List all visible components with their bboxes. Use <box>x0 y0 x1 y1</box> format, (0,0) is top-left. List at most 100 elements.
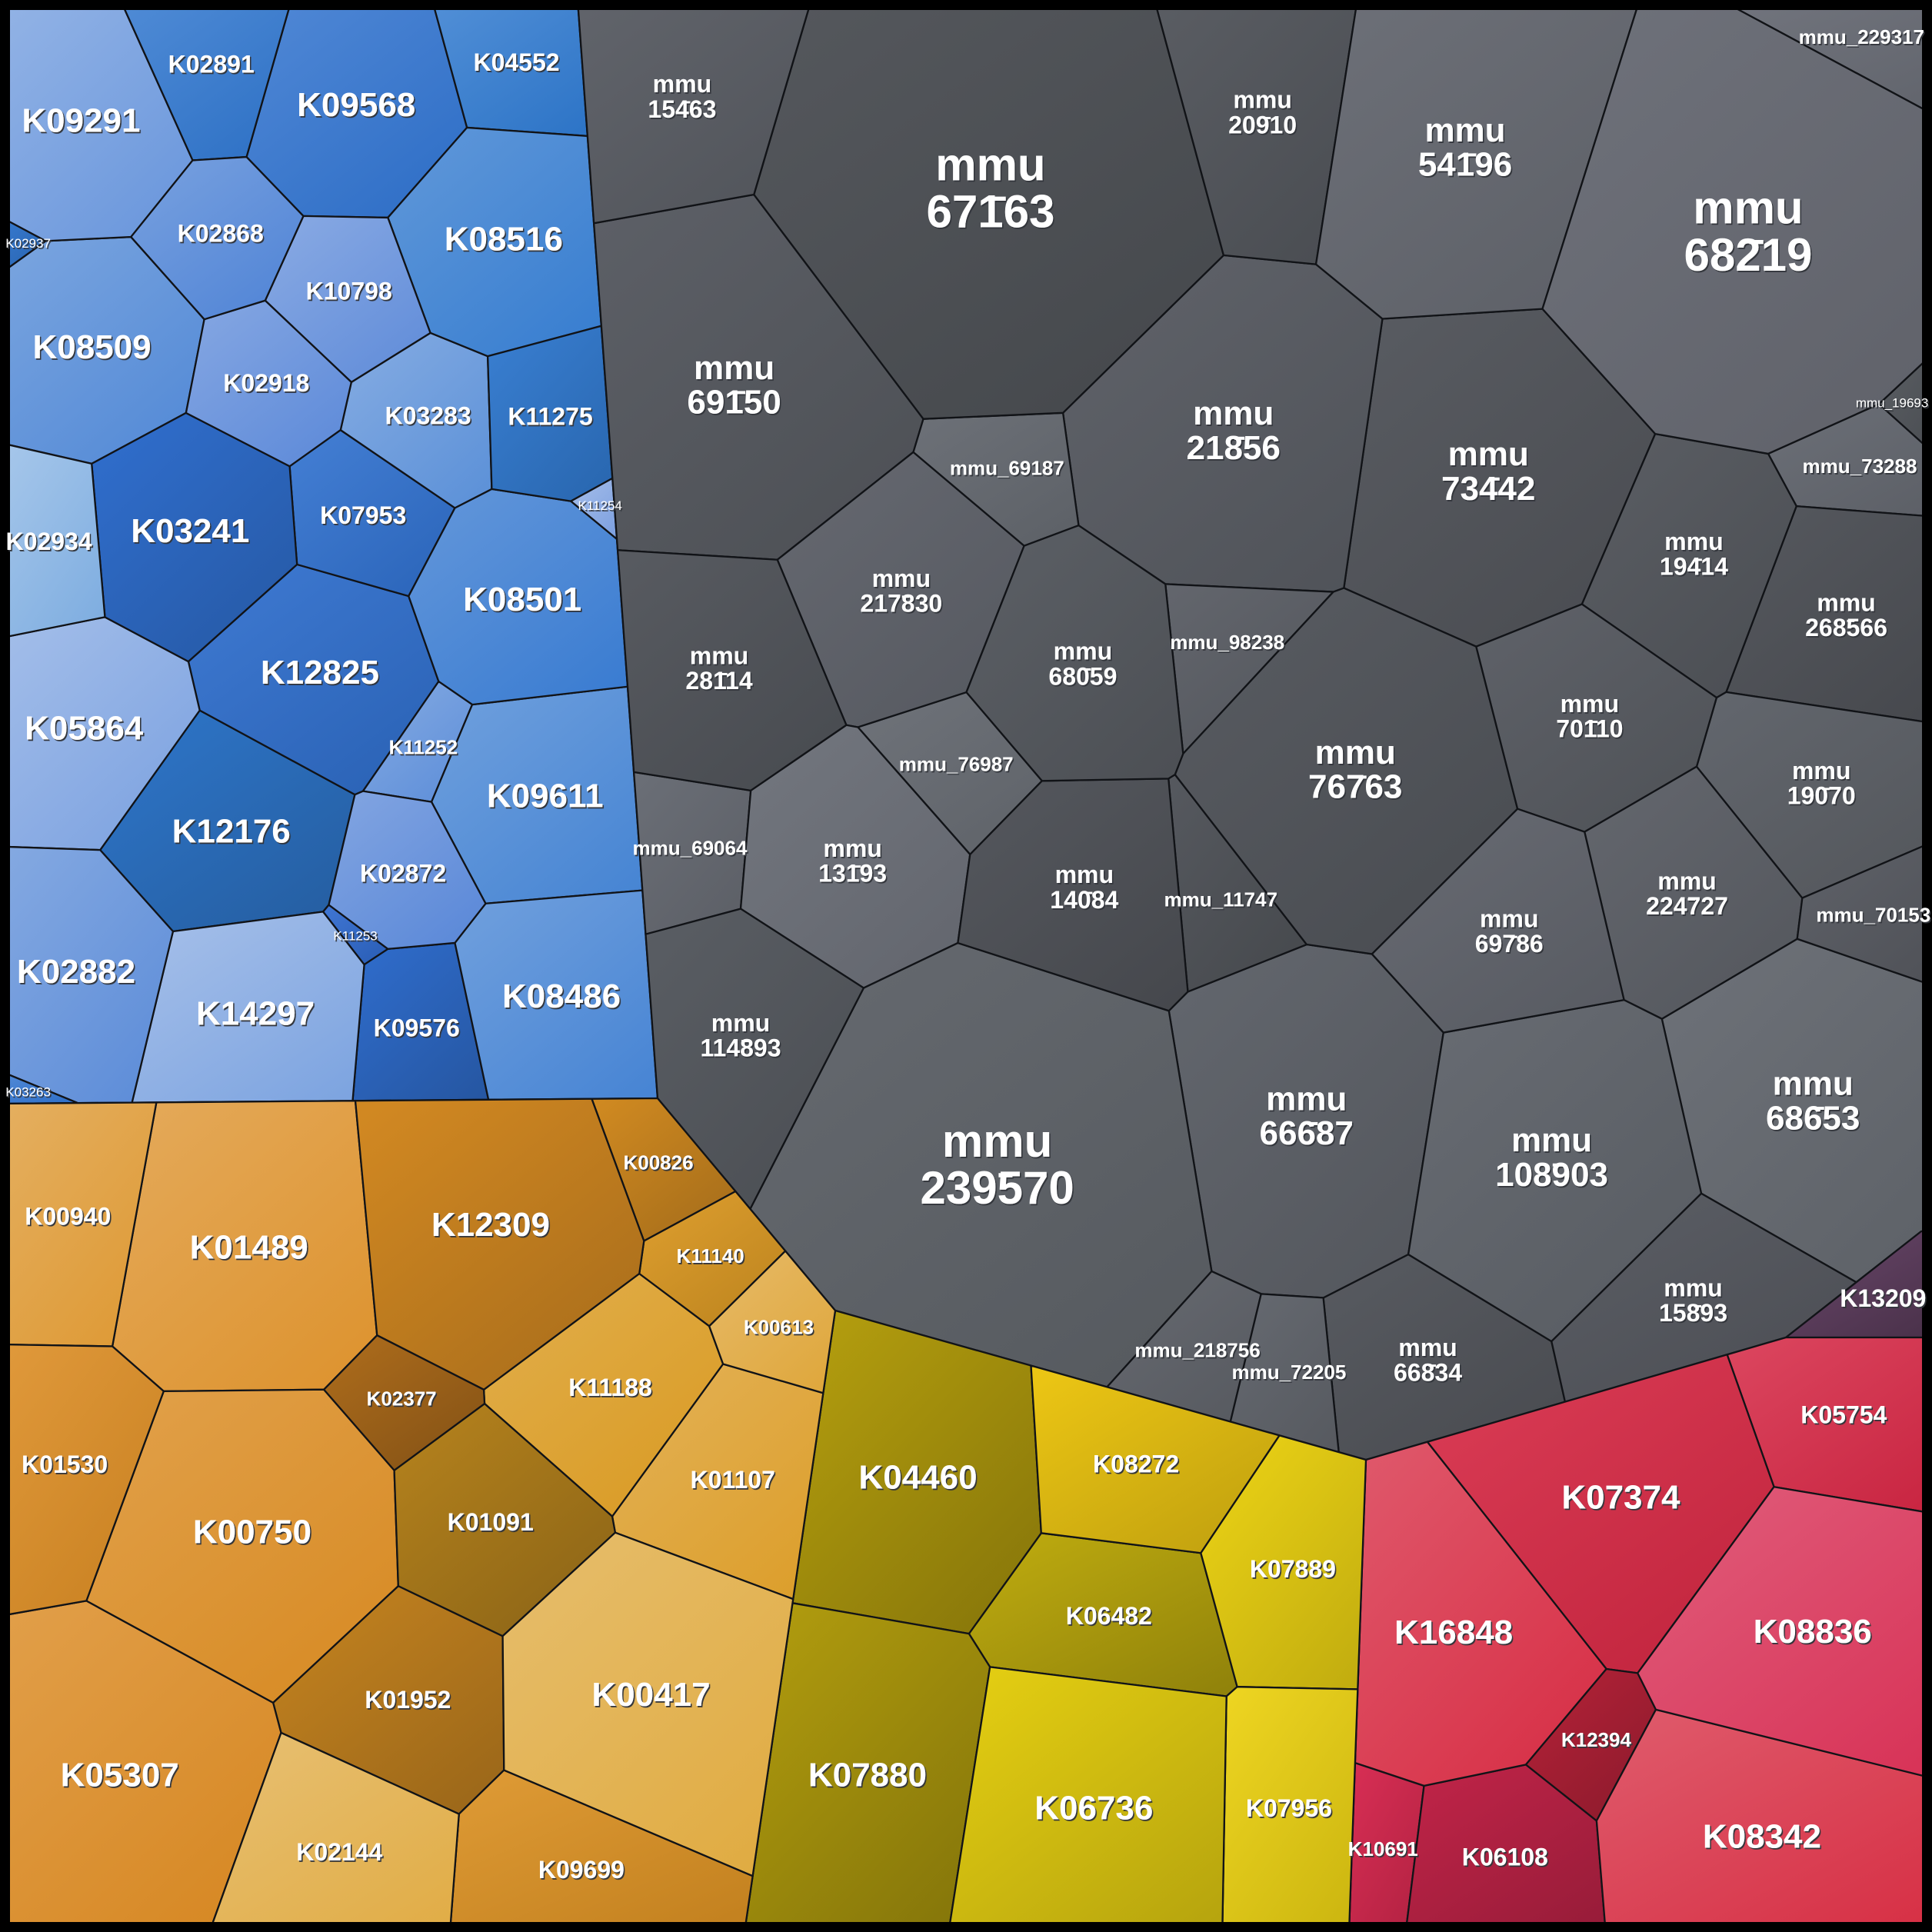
svg-text:K02937: K02937 <box>5 236 51 251</box>
svg-text:K08501: K08501 <box>463 581 581 618</box>
svg-text:K12176: K12176 <box>172 813 291 851</box>
svg-text:mmu_98238: mmu_98238 <box>1170 631 1284 654</box>
svg-text:70110: 70110 <box>1556 715 1623 743</box>
svg-text:mmu: mmu <box>1817 589 1875 617</box>
svg-text:K01107: K01107 <box>691 1466 775 1494</box>
svg-text:54196: 54196 <box>1418 146 1512 184</box>
svg-text:K05307: K05307 <box>61 1757 179 1794</box>
svg-text:K11275: K11275 <box>508 402 592 430</box>
svg-text:15893: 15893 <box>1659 1299 1727 1327</box>
svg-text:mmu_76987: mmu_76987 <box>899 752 1014 775</box>
svg-text:73442: 73442 <box>1441 470 1535 508</box>
svg-text:K12394: K12394 <box>1561 1728 1632 1751</box>
svg-text:mmu: mmu <box>1315 734 1396 771</box>
svg-text:mmu: mmu <box>1055 861 1114 888</box>
svg-text:mmu: mmu <box>653 70 711 98</box>
svg-text:19414: 19414 <box>1660 553 1728 581</box>
svg-text:108903: 108903 <box>1495 1156 1608 1194</box>
svg-text:K11140: K11140 <box>676 1244 744 1267</box>
svg-text:K03263: K03263 <box>5 1085 51 1100</box>
svg-text:K08516: K08516 <box>445 220 563 258</box>
svg-text:K11253: K11253 <box>333 929 377 944</box>
svg-text:mmu: mmu <box>942 1115 1052 1167</box>
svg-text:K00750: K00750 <box>193 1514 311 1551</box>
svg-text:K10691: K10691 <box>1348 1837 1418 1860</box>
svg-text:K02377: K02377 <box>367 1387 437 1411</box>
svg-text:mmu: mmu <box>1792 757 1850 784</box>
svg-text:15463: 15463 <box>648 95 716 123</box>
svg-text:mmu: mmu <box>1693 182 1803 234</box>
svg-text:239570: 239570 <box>920 1162 1074 1214</box>
svg-text:mmu: mmu <box>690 642 748 670</box>
svg-text:K10798: K10798 <box>306 277 392 305</box>
svg-text:K12309: K12309 <box>431 1206 550 1244</box>
svg-text:76763: 76763 <box>1308 768 1402 806</box>
svg-text:K07953: K07953 <box>320 501 406 529</box>
svg-text:K12825: K12825 <box>261 654 379 691</box>
svg-text:K00613: K00613 <box>744 1315 814 1338</box>
svg-text:mmu: mmu <box>1424 112 1505 149</box>
svg-text:K03241: K03241 <box>131 512 249 550</box>
svg-text:mmu: mmu <box>1664 528 1723 555</box>
svg-text:mmu: mmu <box>1773 1064 1854 1102</box>
svg-text:K09611: K09611 <box>487 777 604 814</box>
svg-text:K09568: K09568 <box>297 86 415 124</box>
svg-text:K08509: K08509 <box>33 328 152 366</box>
svg-text:217830: 217830 <box>860 590 942 618</box>
svg-text:K06482: K06482 <box>1066 1602 1152 1630</box>
svg-text:K16848: K16848 <box>1394 1614 1513 1651</box>
svg-text:K02918: K02918 <box>223 369 309 397</box>
svg-text:K09576: K09576 <box>374 1014 460 1042</box>
svg-text:K05864: K05864 <box>25 710 144 748</box>
svg-text:K07880: K07880 <box>808 1757 927 1794</box>
svg-text:K05754: K05754 <box>1800 1401 1887 1429</box>
svg-text:mmu_70153: mmu_70153 <box>1816 904 1930 927</box>
svg-text:mmu: mmu <box>1561 690 1619 718</box>
svg-text:mmu: mmu <box>1480 904 1538 932</box>
svg-text:mmu: mmu <box>1193 395 1274 432</box>
svg-text:13193: 13193 <box>818 860 887 888</box>
svg-text:K01952: K01952 <box>365 1686 451 1714</box>
svg-text:K02882: K02882 <box>17 953 135 991</box>
svg-text:69786: 69786 <box>1475 930 1544 958</box>
svg-text:mmu: mmu <box>823 834 881 862</box>
svg-text:mmu: mmu <box>1266 1080 1347 1118</box>
svg-text:mmu: mmu <box>694 349 774 387</box>
svg-text:K09699: K09699 <box>538 1856 625 1884</box>
svg-text:66834: 66834 <box>1394 1358 1462 1386</box>
svg-text:mmu_11747: mmu_11747 <box>1164 888 1277 911</box>
svg-text:66687: 66687 <box>1260 1114 1354 1152</box>
svg-text:K06108: K06108 <box>1462 1844 1548 1871</box>
svg-text:K08272: K08272 <box>1093 1451 1179 1478</box>
svg-text:68219: 68219 <box>1684 229 1812 281</box>
svg-text:K02872: K02872 <box>360 860 446 888</box>
svg-text:K08836: K08836 <box>1754 1613 1872 1651</box>
svg-text:mmu_73288: mmu_73288 <box>1803 455 1917 478</box>
svg-text:mmu: mmu <box>1664 1274 1722 1302</box>
svg-text:19070: 19070 <box>1787 782 1856 810</box>
svg-text:K09291: K09291 <box>22 102 140 140</box>
svg-text:268566: 268566 <box>1805 614 1887 641</box>
svg-text:K03283: K03283 <box>385 402 471 430</box>
svg-text:mmu: mmu <box>1511 1121 1592 1159</box>
svg-text:mmu_69064: mmu_69064 <box>633 837 748 860</box>
svg-text:K02934: K02934 <box>6 528 92 555</box>
svg-text:K11188: K11188 <box>568 1374 652 1401</box>
svg-text:21856: 21856 <box>1187 429 1281 467</box>
svg-text:K01091: K01091 <box>448 1508 534 1536</box>
svg-text:69150: 69150 <box>687 384 781 421</box>
svg-text:mmu_218756: mmu_218756 <box>1134 1338 1260 1361</box>
svg-text:K11252: K11252 <box>388 736 458 759</box>
svg-text:K07374: K07374 <box>1561 1478 1681 1516</box>
svg-text:mmu_72205: mmu_72205 <box>1231 1361 1346 1384</box>
svg-text:mmu_69187: mmu_69187 <box>950 456 1064 479</box>
svg-text:mmu: mmu <box>1054 638 1112 665</box>
svg-text:mmu: mmu <box>1657 868 1716 895</box>
svg-text:28114: 28114 <box>685 667 752 695</box>
svg-text:K01489: K01489 <box>190 1228 308 1266</box>
svg-text:K02144: K02144 <box>296 1838 382 1866</box>
svg-text:K08342: K08342 <box>1703 1817 1821 1855</box>
svg-text:67163: 67163 <box>926 186 1054 238</box>
svg-text:K08486: K08486 <box>502 978 621 1015</box>
svg-text:mmu: mmu <box>1448 435 1529 473</box>
